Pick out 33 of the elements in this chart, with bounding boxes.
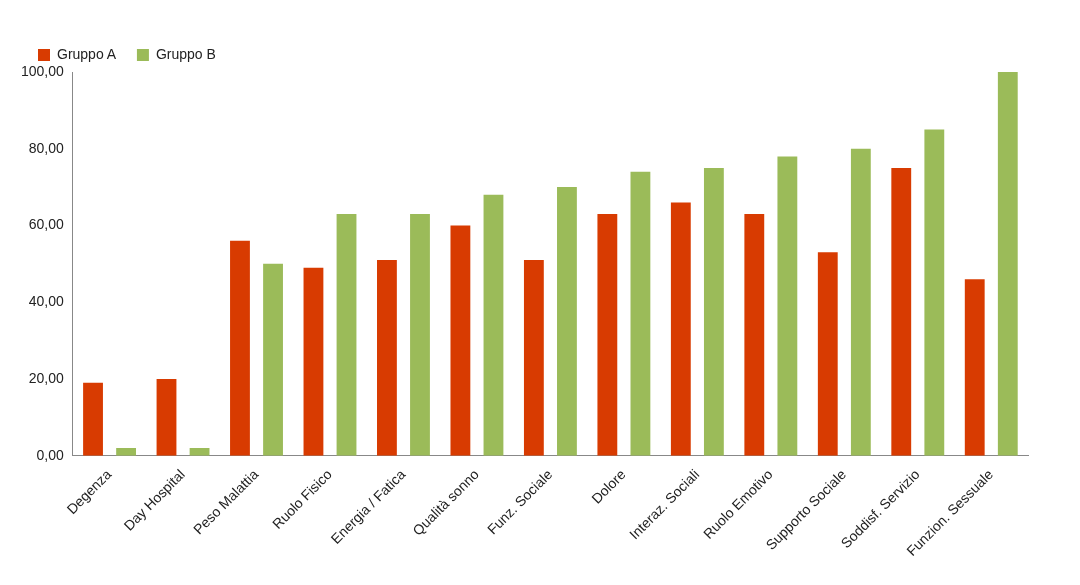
bar [377,260,397,456]
bar [483,194,504,456]
legend-label: Gruppo A [57,45,117,62]
bar [670,202,691,456]
y-tick-label: 100,00 [20,62,65,79]
bar [263,263,283,456]
bar [997,72,1018,456]
y-tick-label: 60,00 [28,216,65,233]
bar [817,252,838,456]
bar [557,187,577,456]
y-tick-label: 0,00 [36,446,65,463]
bar [410,213,430,456]
bar [303,267,324,456]
y-tick-label: 40,00 [28,293,65,310]
bar [523,260,544,456]
bar [703,167,724,456]
bar [777,156,798,456]
bar [924,129,945,456]
y-tick-label: 80,00 [28,139,65,156]
bar [450,225,471,456]
bar [744,213,765,456]
bar [83,382,103,456]
bar [891,167,912,456]
bar [230,240,250,456]
bar [597,213,618,456]
bar [336,213,357,456]
bar [964,279,985,456]
bar [156,378,177,456]
legend-label: Gruppo B [155,45,216,62]
bar [850,148,871,456]
bar [630,171,651,456]
y-tick-label: 20,00 [28,369,65,386]
bar [116,448,137,456]
